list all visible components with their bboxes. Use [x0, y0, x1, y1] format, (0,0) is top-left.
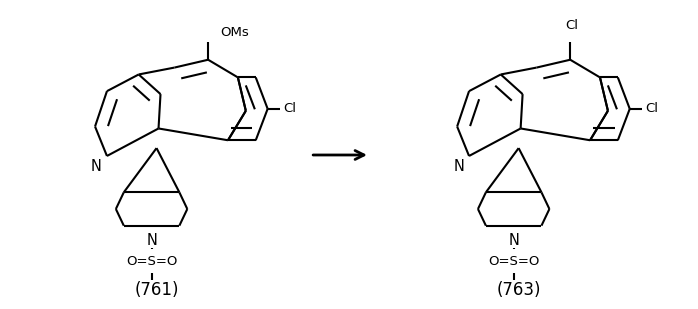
Text: (763): (763) [496, 281, 541, 298]
Text: N: N [453, 159, 464, 174]
Text: N: N [508, 233, 519, 248]
Text: O=S=O: O=S=O [126, 255, 177, 268]
Text: Cl: Cl [565, 19, 579, 32]
Text: OMs: OMs [220, 26, 248, 39]
Text: N: N [146, 233, 157, 248]
Text: Cl: Cl [646, 102, 659, 115]
Text: N: N [91, 159, 102, 174]
Text: O=S=O: O=S=O [488, 255, 540, 268]
Text: CH₃: CH₃ [501, 282, 526, 295]
Text: (761): (761) [134, 281, 179, 298]
Text: Cl: Cl [283, 102, 297, 115]
Text: CH₃: CH₃ [140, 282, 164, 295]
